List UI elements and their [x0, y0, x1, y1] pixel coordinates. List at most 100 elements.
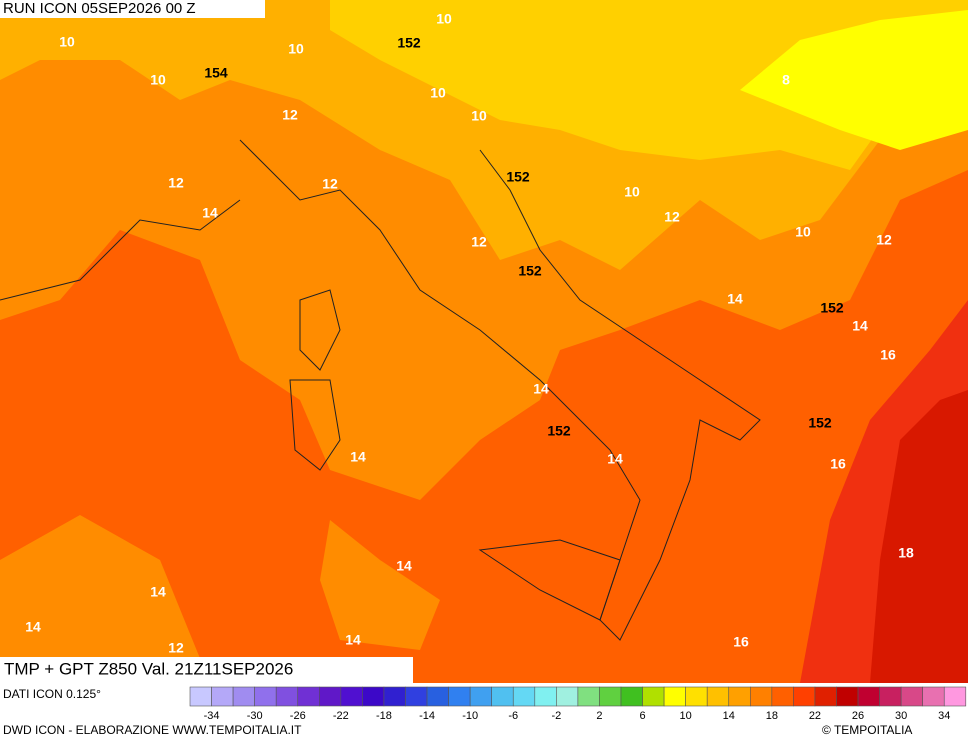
color-box [814, 686, 837, 707]
field-box [0, 657, 413, 683]
temperature-label: 12 [282, 107, 298, 123]
color-box [232, 686, 255, 707]
temperature-field [0, 0, 968, 683]
color-box [857, 686, 880, 707]
geopotential-label: 152 [547, 423, 571, 439]
temperature-label: 10 [624, 184, 640, 200]
temperature-label: 8 [782, 72, 790, 88]
color-box [943, 686, 967, 707]
geopotential-label: 152 [397, 35, 421, 51]
colorbar-tick-label: -30 [247, 710, 263, 722]
color-box [318, 686, 342, 707]
color-box [685, 686, 708, 707]
field-label: TMP + GPT Z850 Val. 21Z11SEP2026 [4, 659, 293, 678]
temperature-label: 10 [288, 41, 304, 57]
color-box [405, 686, 428, 707]
temperature-label: 12 [168, 640, 184, 656]
colorbar-tick-label: 6 [639, 710, 645, 722]
temperature-label: 14 [396, 558, 412, 574]
colorbar-tick-label: 18 [766, 710, 778, 722]
temperature-label: 14 [727, 291, 743, 307]
color-box [469, 686, 492, 707]
color-box [836, 686, 859, 707]
temperature-label: 10 [795, 224, 811, 240]
temperature-label: 14 [202, 205, 218, 221]
colorbar: -34 -30 -26 -22 -18 -14 -10 -6 -2 2 6 10 14 18 22 26 30 3… [189, 686, 967, 722]
temperature-label: 10 [436, 11, 452, 27]
coastlines [0, 139, 761, 641]
color-box [426, 686, 449, 707]
colorbar-tick-label: -26 [290, 710, 306, 722]
contour-labels: 10 10 152 10 10 154 8 10 12 10 152 12 12 10 14 12 10 12 12… [25, 11, 914, 656]
credit-label: DWD ICON - ELABORAZIONE WWW.TEMPOITALIA.… [3, 723, 302, 737]
geopotential-label: 154 [204, 65, 228, 81]
colorbar-tick-label: 26 [852, 710, 864, 722]
color-box [577, 686, 600, 707]
color-box [383, 686, 406, 707]
color-box [340, 686, 363, 707]
colorbar-tick-label: -10 [462, 710, 478, 722]
colorbar-tick-label: -22 [333, 710, 349, 722]
color-box [448, 686, 471, 707]
color-box [706, 686, 730, 707]
temperature-label: 14 [852, 318, 868, 334]
color-box [211, 686, 234, 707]
temperature-label: 14 [607, 451, 623, 467]
colorbar-tick-label: 34 [938, 710, 950, 722]
run-box [0, 0, 265, 18]
color-box [793, 686, 816, 707]
color-box [512, 686, 536, 707]
color-box [663, 686, 686, 707]
temperature-label: 12 [471, 234, 487, 250]
color-box [491, 686, 514, 707]
temperature-label: 14 [25, 619, 41, 635]
temperature-label: 14 [533, 381, 549, 397]
geopotential-label: 152 [820, 300, 844, 316]
colorbar-tick-label: 14 [723, 710, 735, 722]
color-box [728, 686, 751, 707]
colorbar-tick-label: -6 [508, 710, 518, 722]
geopotential-label: 152 [506, 169, 530, 185]
temperature-label: 12 [876, 232, 892, 248]
copyright-label: © TEMPOITALIA [822, 723, 912, 737]
color-box [620, 686, 643, 707]
temperature-label: 12 [168, 175, 184, 191]
temperature-label: 16 [880, 347, 896, 363]
color-box [749, 686, 773, 707]
color-box [922, 686, 945, 707]
temperature-label: 10 [430, 85, 446, 101]
temperature-label: 12 [664, 209, 680, 225]
temperature-label: 10 [59, 34, 75, 50]
colorbar-tick-label: 30 [895, 710, 907, 722]
source-label: DATI ICON 0.125° [3, 687, 101, 701]
temperature-label: 12 [322, 176, 338, 192]
colorbar-tick-label: 2 [596, 710, 602, 722]
temperature-label: 10 [150, 72, 166, 88]
colorbar-tick-label: 22 [809, 710, 821, 722]
geopotential-label: 152 [518, 263, 542, 279]
colorbar-tick-label: 10 [680, 710, 692, 722]
temperature-label: 18 [898, 545, 914, 561]
color-box [771, 686, 794, 707]
color-box [879, 686, 902, 707]
colorbar-tick-label: -14 [419, 710, 435, 722]
colorbar-tick-label: -2 [551, 710, 561, 722]
color-box [642, 686, 665, 707]
color-box [189, 686, 212, 707]
color-box [275, 686, 299, 707]
color-box [362, 686, 385, 707]
color-box [900, 686, 924, 707]
color-box [534, 686, 557, 707]
temperature-label: 14 [345, 632, 361, 648]
color-box [556, 686, 579, 707]
color-box [254, 686, 277, 707]
run-title: RUN ICON 05SEP2026 00 Z [3, 0, 196, 17]
temperature-label: 10 [471, 108, 487, 124]
temperature-label: 16 [733, 634, 749, 650]
temperature-label: 14 [350, 449, 366, 465]
temperature-label: 16 [830, 456, 846, 472]
colorbar-tick-label: -34 [204, 710, 220, 722]
color-box [297, 686, 320, 707]
geopotential-label: 152 [808, 415, 832, 431]
